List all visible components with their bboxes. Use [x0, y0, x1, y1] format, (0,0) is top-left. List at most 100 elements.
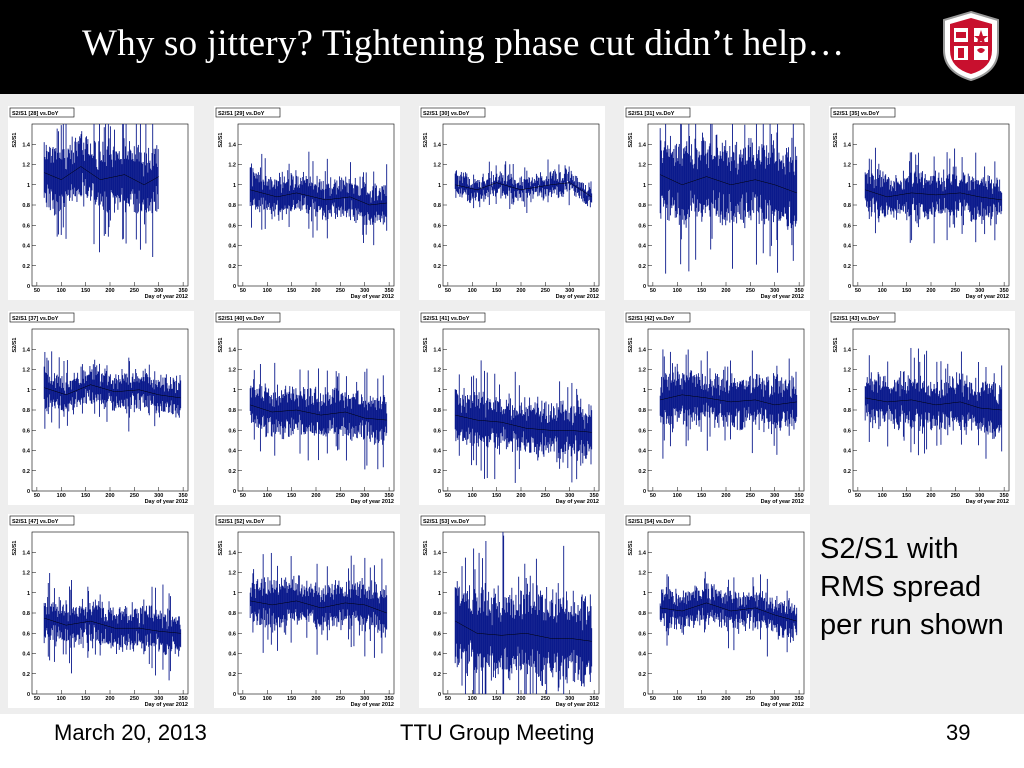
- y-tick-label: 0.2: [843, 469, 851, 475]
- y-tick-label: 0.2: [433, 672, 441, 678]
- mean-trend-line: [455, 182, 592, 198]
- y-tick-label: 1.4: [638, 142, 647, 148]
- x-tick-label: 250: [541, 288, 550, 294]
- x-tick-label: 300: [770, 696, 779, 702]
- chart-title: S2/S1 [52] vs.DoY: [218, 519, 265, 525]
- y-tick-label: 0.2: [228, 672, 236, 678]
- y-tick-label: 1.2: [22, 571, 30, 577]
- data-series: [454, 360, 593, 483]
- mean-trend-line: [250, 404, 387, 421]
- x-tick-label: 300: [360, 696, 369, 702]
- y-tick-label: 1.2: [433, 368, 441, 374]
- x-tick-label: 300: [360, 493, 369, 499]
- y-tick-label: 0.4: [228, 652, 237, 658]
- y-tick-label: 0.4: [433, 652, 442, 658]
- x-tick-label: 150: [287, 493, 296, 499]
- x-tick-label: 350: [385, 493, 394, 499]
- mean-trend-line: [660, 394, 797, 406]
- y-tick-label: 0.4: [22, 244, 31, 250]
- y-tick-label: 0.6: [22, 223, 30, 229]
- x-tick-label: 300: [154, 288, 163, 294]
- x-tick-label: 200: [721, 288, 730, 294]
- chart-background: [8, 311, 194, 505]
- chart-title-box: [625, 515, 691, 526]
- x-tick-label: 300: [565, 493, 574, 499]
- x-tick-label: 100: [263, 696, 272, 702]
- x-axis-label: Day of year 2012: [761, 294, 804, 300]
- x-tick-label: 100: [57, 696, 66, 702]
- y-axis-label: S2/S1: [628, 133, 634, 148]
- chart-title: S2/S1 [37] vs.DoY: [12, 316, 59, 322]
- x-tick-label: 300: [360, 288, 369, 294]
- y-tick-label: 0.4: [22, 449, 31, 455]
- chart-title-box: [830, 107, 896, 118]
- y-tick-label: 0.2: [433, 264, 441, 270]
- chart-panel: S2/S1 [40] vs.DoY 0 0.2 0.4 0.6 0.8 1 1.2 1.4 50 1…: [214, 311, 400, 505]
- x-tick-label: 100: [878, 288, 887, 294]
- x-axis-label: Day of year 2012: [145, 499, 188, 505]
- x-tick-label: 350: [179, 696, 188, 702]
- x-tick-label: 50: [445, 493, 451, 499]
- y-tick-label: 0.8: [638, 611, 646, 617]
- title-bar: [0, 0, 1024, 94]
- x-axis-label: Day of year 2012: [351, 702, 394, 708]
- data-series: [454, 159, 593, 213]
- x-tick-label: 100: [673, 696, 682, 702]
- x-tick-label: 50: [650, 288, 656, 294]
- x-tick-label: 200: [311, 696, 320, 702]
- x-axis-label: Day of year 2012: [761, 499, 804, 505]
- x-tick-label: 350: [179, 288, 188, 294]
- y-tick-label: 0.2: [638, 264, 646, 270]
- x-tick-label: 300: [565, 288, 574, 294]
- x-tick-label: 350: [795, 696, 804, 702]
- y-tick-label: 0.8: [22, 611, 30, 617]
- x-axis-label: Day of year 2012: [966, 294, 1009, 300]
- x-tick-label: 300: [975, 493, 984, 499]
- chart-title-box: [830, 312, 896, 323]
- y-tick-label: 0: [643, 489, 646, 495]
- y-tick-label: 1: [27, 591, 30, 597]
- x-tick-label: 250: [746, 696, 755, 702]
- y-tick-label: 0: [438, 284, 441, 290]
- x-tick-label: 200: [721, 696, 730, 702]
- x-tick-label: 150: [697, 696, 706, 702]
- x-tick-label: 50: [650, 696, 656, 702]
- x-tick-label: 150: [287, 696, 296, 702]
- y-axis-label: S2/S1: [423, 338, 429, 353]
- chart-title: S2/S1 [28] vs.DoY: [12, 111, 59, 117]
- x-tick-label: 100: [673, 493, 682, 499]
- y-tick-label: 0.6: [638, 428, 646, 434]
- y-tick-label: 1: [438, 388, 441, 394]
- chart-title: S2/S1 [53] vs.DoY: [423, 519, 470, 525]
- x-tick-label: 300: [975, 288, 984, 294]
- mean-trend-line: [660, 174, 797, 194]
- chart-panel: S2/S1 [35] vs.DoY 0 0.2 0.4 0.6 0.8 1 1.2 1.4 50 1…: [829, 106, 1015, 300]
- y-tick-label: 1.4: [843, 142, 852, 148]
- y-tick-label: 0.2: [843, 264, 851, 270]
- chart-panel: S2/S1 [53] vs.DoY 0 0.2 0.4 0.6 0.8 1 1.2 1.4 50 1…: [419, 514, 605, 708]
- y-tick-label: 0: [848, 489, 851, 495]
- data-series: [454, 532, 593, 694]
- y-tick-label: 0.8: [228, 203, 236, 209]
- y-axis-label: S2/S1: [12, 541, 18, 556]
- x-tick-label: 100: [878, 493, 887, 499]
- x-tick-label: 150: [697, 288, 706, 294]
- x-tick-label: 100: [468, 493, 477, 499]
- y-tick-label: 0.4: [433, 244, 442, 250]
- x-tick-label: 300: [565, 696, 574, 702]
- x-tick-label: 350: [590, 696, 599, 702]
- x-tick-label: 200: [105, 288, 114, 294]
- chart-title-box: [215, 107, 281, 118]
- y-tick-label: 1.4: [228, 550, 237, 556]
- x-tick-label: 200: [311, 493, 320, 499]
- y-axis-label: S2/S1: [423, 133, 429, 148]
- y-tick-label: 0.6: [843, 223, 851, 229]
- y-tick-label: 1.2: [228, 368, 236, 374]
- x-tick-label: 250: [336, 696, 345, 702]
- x-tick-label: 50: [240, 493, 246, 499]
- y-tick-label: 0.6: [228, 223, 236, 229]
- y-tick-label: 0.6: [228, 428, 236, 434]
- y-tick-label: 1: [438, 183, 441, 189]
- data-series: [43, 351, 182, 432]
- y-tick-label: 1: [848, 388, 851, 394]
